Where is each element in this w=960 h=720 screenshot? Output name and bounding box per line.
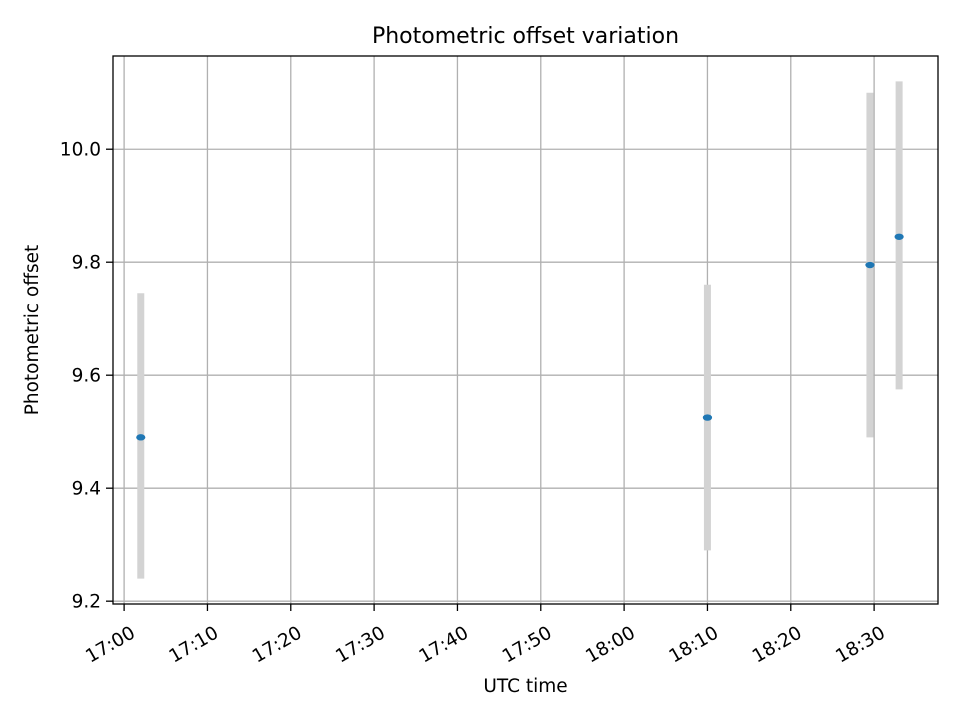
- grid-layer: [113, 56, 938, 604]
- y-tick-label: 9.4: [72, 479, 101, 500]
- data-point: [702, 414, 713, 421]
- y-axis-label: Photometric offset: [22, 245, 43, 416]
- chart-title: Photometric offset variation: [372, 24, 679, 49]
- x-axis-label: UTC time: [483, 676, 567, 697]
- y-tick-label: 9.6: [72, 366, 101, 387]
- y-tick-label: 9.2: [72, 592, 101, 613]
- data-point: [136, 434, 146, 441]
- y-tick-label: 9.8: [72, 253, 101, 274]
- data-point: [865, 261, 875, 269]
- tick-layer: [106, 148, 875, 611]
- marker-layer: [136, 233, 904, 441]
- data-point: [894, 233, 904, 240]
- y-tick-label: 10.0: [60, 140, 101, 161]
- plot-frame: [112, 55, 939, 605]
